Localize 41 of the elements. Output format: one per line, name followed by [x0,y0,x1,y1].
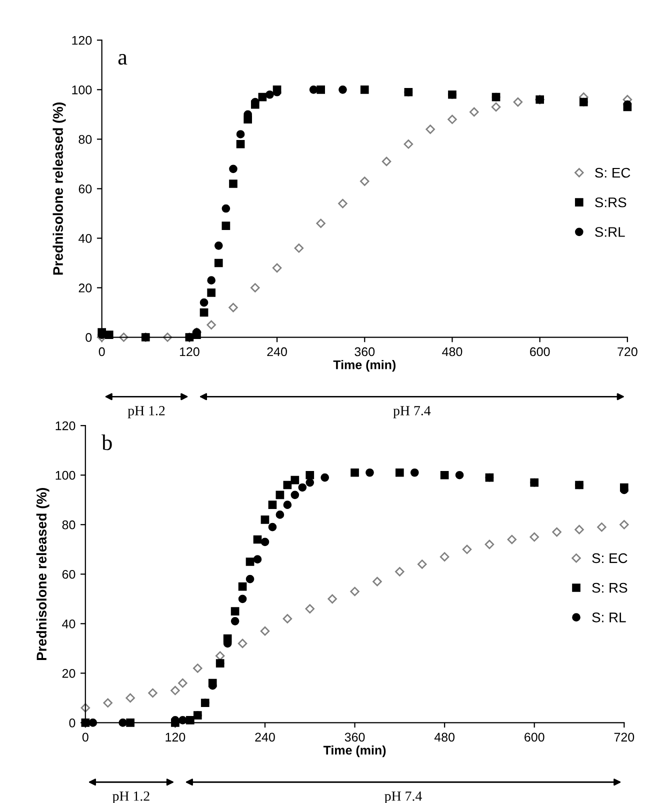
x-tick-label: 480 [434,732,455,742]
x-axis-title: Time (min) [323,745,386,758]
y-axis-title: Prednisolone released (%) [52,102,66,275]
y-tick-label: 60 [62,570,76,579]
x-tick-label: 0 [98,347,105,356]
chart-title: a [118,54,128,65]
y-tick-label: 100 [56,470,76,480]
y-tick-label: 80 [78,134,92,144]
legend-label: S: RS [592,582,628,593]
x-axis-title: Time (min) [333,360,396,372]
x-tick-label: 720 [618,347,638,356]
y-axis-title: Prednisolone released (%) [36,488,50,660]
y-tick-label: 40 [78,234,92,243]
x-tick-label: 120 [166,732,186,742]
y-tick-label: 20 [78,284,92,292]
y-tick-label: 0 [86,333,92,342]
x-tick-label: 360 [354,347,375,356]
chart-title: b [102,434,112,450]
y-tick-label: 120 [72,36,92,45]
y-tick-label: 80 [62,520,76,530]
x-tick-label: 720 [614,732,634,742]
x-tick-label: 480 [442,347,462,356]
legend-label: S: RL [592,612,626,622]
text: pH 1.2 [128,406,165,418]
x-tick-label: 240 [255,732,275,742]
x-tick-label: 600 [524,732,544,742]
x-tick-label: 600 [530,347,550,356]
y-tick-label: 60 [78,184,92,194]
x-tick-label: 360 [344,732,365,742]
x-tick-label: 240 [267,347,287,356]
y-tick-label: 20 [62,668,76,678]
x-tick-label: 120 [180,347,200,356]
legend-label: S: EC [595,168,630,178]
legend-label: S:RL [595,227,625,237]
text: pH 7.4 [393,406,431,418]
y-tick-label: 120 [56,421,76,430]
y-tick-label: 40 [62,619,76,628]
y-tick-label: 0 [69,718,76,728]
legend-label: S:RS [595,197,626,208]
y-tick-label: 100 [72,85,92,94]
legend-label: S: EC [592,553,628,564]
